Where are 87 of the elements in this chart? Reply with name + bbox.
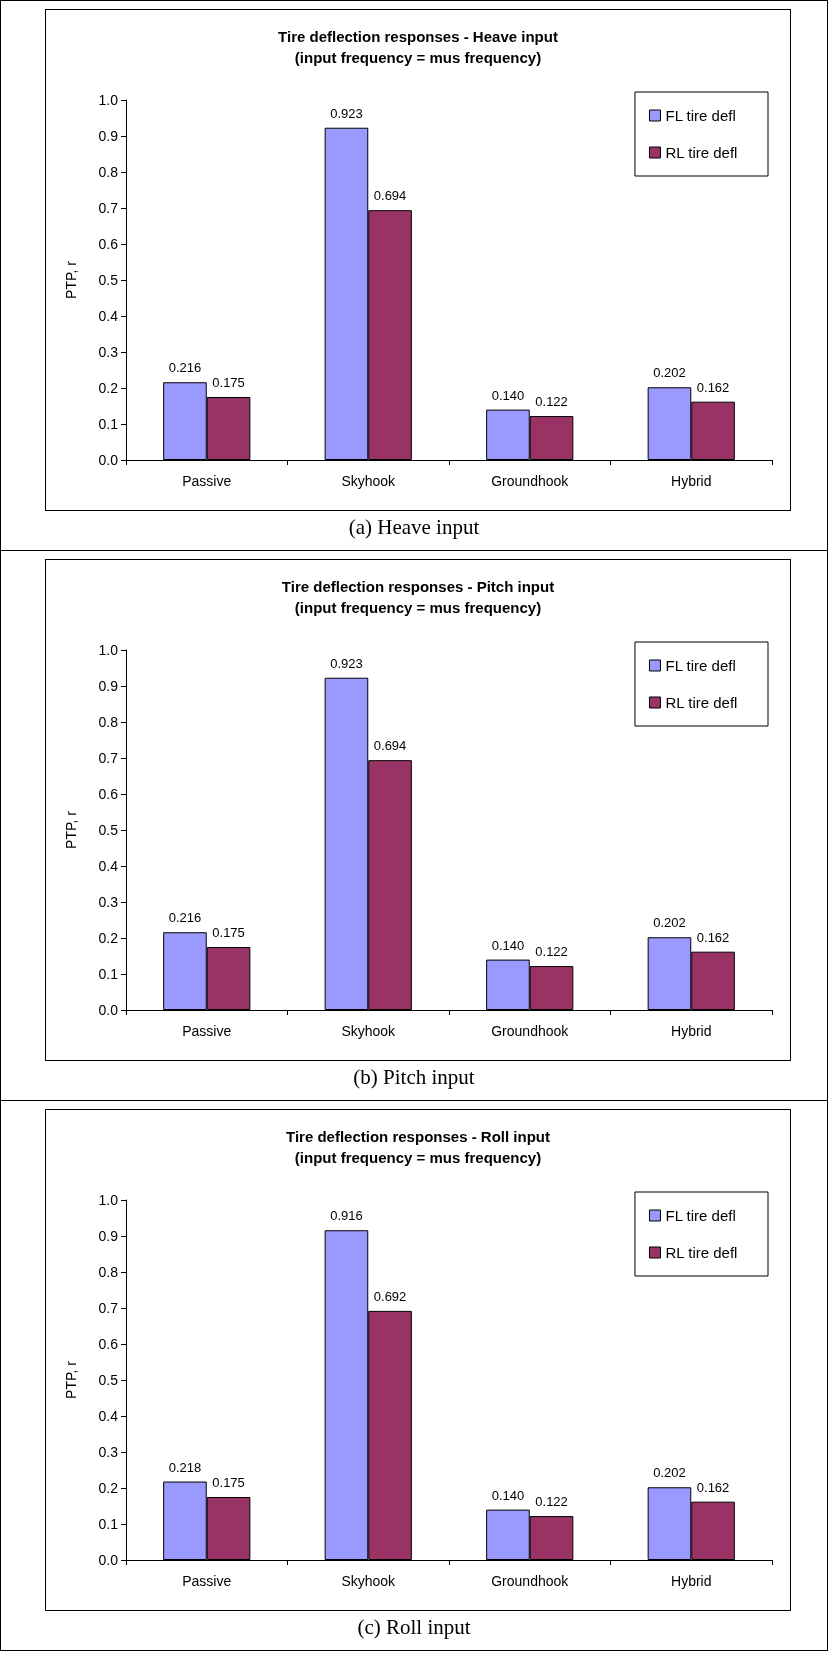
y-tick-label: 0.3 [98,344,119,360]
data-label: 0.916 [330,1208,363,1224]
y-tick-label: 0.6 [98,786,119,802]
y-tick-label: 0.8 [98,164,119,180]
x-tick-label: Groundhook [491,1023,570,1039]
chart-subtitle: (input frequency = mus frequency) [294,1149,542,1166]
y-tick-label: 0.7 [98,1300,119,1316]
data-label: 0.140 [491,937,525,953]
x-tick-label: Passive [182,473,232,489]
x-tick-label: Skyhook [341,1573,397,1589]
data-label: 0.202 [653,1465,686,1481]
chart-title: Tire deflection responses - Roll input [286,1128,550,1145]
data-label: 0.162 [696,929,730,945]
data-label: 0.216 [168,360,202,376]
data-label: 0.162 [696,379,730,395]
data-label: 0.694 [373,188,407,204]
y-tick-label: 0.2 [98,380,119,396]
legend-label: RL tire defl [665,1244,738,1261]
x-tick-label: Passive [182,1573,232,1589]
text: (c) Roll input [356,1615,472,1640]
y-tick-label: 0.1 [98,1516,119,1532]
y-tick-label: 0.6 [98,1336,119,1352]
y-tick-label: 0.3 [98,1444,119,1460]
data-label: 0.175 [212,925,245,940]
y-tick-label: 0.0 [98,1552,119,1568]
data-label: 0.122 [535,394,568,410]
legend-label: FL tire defl [665,107,736,124]
data-label: 0.140 [491,387,525,403]
y-axis-title: PTP, r [63,260,79,299]
data-label: 0.162 [696,1479,730,1495]
y-tick-label: 0.1 [98,966,119,982]
y-tick-label: 0.9 [98,128,119,144]
y-tick-label: 0.0 [98,1002,119,1018]
chart-title: Tire deflection responses - Heave input [278,28,558,45]
data-label: 0.216 [168,910,202,926]
data-label: 0.175 [212,1475,245,1490]
data-label: 0.202 [653,915,686,931]
data-label: 0.923 [330,105,363,121]
y-tick-label: 0.2 [98,1480,119,1496]
y-tick-label: 0.5 [98,272,119,288]
y-tick-label: 0.4 [98,1408,119,1424]
text: (a) Heave input [347,515,481,540]
x-tick-label: Groundhook [491,473,570,489]
x-tick-label: Skyhook [341,473,397,489]
legend-label: FL tire defl [665,657,736,674]
data-label: 0.694 [373,738,407,754]
y-tick-label: 0.9 [98,1228,119,1244]
y-tick-label: 1.0 [98,642,119,658]
y-tick-label: 0.2 [98,930,119,946]
x-tick-label: Hybrid [671,1023,712,1039]
y-tick-label: 0.4 [98,858,119,874]
y-tick-label: 0.0 [98,452,119,468]
chart-subtitle: (input frequency = mus frequency) [294,599,542,616]
y-axis-title: PTP, r [63,810,79,849]
data-label: 0.218 [168,1459,202,1475]
x-tick-label: Groundhook [491,1573,570,1589]
legend-label: RL tire defl [665,144,738,161]
y-tick-label: 0.6 [98,236,119,252]
data-label: 0.692 [373,1288,407,1304]
chart-subtitle: (input frequency = mus frequency) [294,49,542,66]
y-tick-label: 0.3 [98,894,119,910]
y-tick-label: 0.9 [98,678,119,694]
y-tick-label: 0.8 [98,1264,119,1280]
data-label: 0.122 [535,944,568,960]
y-tick-label: 1.0 [98,92,119,108]
legend-label: FL tire defl [665,1207,736,1224]
y-axis-title: PTP, r [63,1360,79,1399]
data-label: 0.175 [212,375,245,390]
y-tick-label: 0.7 [98,750,119,766]
y-tick-label: 0.8 [98,714,119,730]
y-tick-label: 0.7 [98,200,119,216]
chart-title: Tire deflection responses - Pitch input [281,578,555,595]
text: (b) Pitch input [352,1065,476,1090]
y-tick-label: 0.1 [98,416,119,432]
legend-label: RL tire defl [665,694,738,711]
y-tick-label: 0.5 [98,1372,119,1388]
x-tick-label: Hybrid [671,473,712,489]
x-tick-label: Hybrid [671,1573,712,1589]
x-tick-label: Passive [182,1023,232,1039]
data-label: 0.140 [491,1487,525,1503]
y-tick-label: 1.0 [98,1192,119,1208]
y-tick-label: 0.5 [98,822,119,838]
data-label: 0.122 [535,1494,568,1510]
y-tick-label: 0.4 [98,308,119,324]
x-tick-label: Skyhook [341,1023,397,1039]
data-label: 0.923 [330,655,363,671]
data-label: 0.202 [653,365,686,381]
